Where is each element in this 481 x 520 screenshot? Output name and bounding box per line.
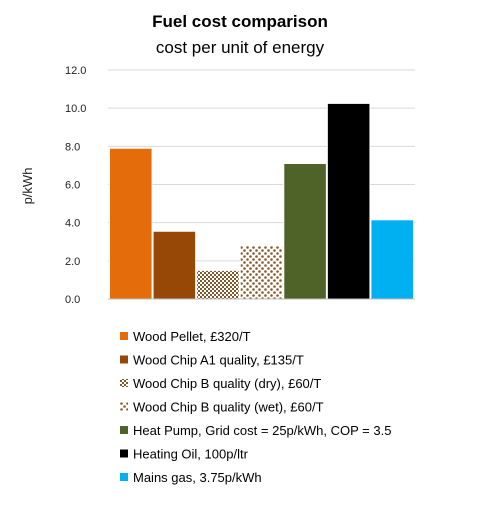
chart-title: Fuel cost comparison	[152, 12, 328, 31]
legend-label: Wood Chip B quality (wet), £60/T	[133, 400, 324, 415]
legend-swatch	[120, 449, 128, 458]
bar	[283, 163, 327, 300]
y-tick-label: 2.0	[65, 256, 80, 268]
legend-label: Mains gas, 3.75p/kWh	[133, 470, 262, 485]
bars	[109, 102, 414, 300]
y-axis-label: p/kWh	[20, 168, 35, 205]
bar	[370, 219, 414, 300]
legend-swatch	[120, 426, 128, 434]
y-tick-label: 12.0	[65, 65, 86, 77]
bar	[109, 147, 153, 300]
y-tick-label: 8.0	[65, 141, 80, 153]
legend: Wood Pellet, £320/T Wood Chip A1 quality,…	[120, 329, 391, 485]
legend-swatch	[120, 379, 128, 387]
y-tick-label: 6.0	[65, 180, 80, 192]
legend-swatch	[120, 402, 128, 411]
bar	[152, 230, 197, 300]
legend-swatch	[120, 473, 128, 481]
bar	[239, 245, 284, 300]
legend-label: Heat Pump, Grid cost = 25p/kWh, COP = 3.…	[133, 423, 391, 438]
y-tick-label: 4.0	[65, 218, 80, 230]
legend-label: Wood Pellet, £320/T	[133, 329, 251, 344]
legend-label: Heating Oil, 100p/ltr	[133, 447, 249, 462]
y-tick-label: 0.0	[65, 294, 80, 306]
legend-swatch	[120, 355, 128, 364]
y-axis-ticks: 0.0 2.0 4.0 6.0 8.0 10.0 12.0	[65, 65, 86, 306]
chart-subtitle: cost per unit of energy	[156, 38, 325, 57]
legend-label: Wood Chip A1 quality, £135/T	[133, 353, 304, 368]
legend-label: Wood Chip B quality (dry), £60/T	[133, 376, 321, 391]
y-tick-label: 10.0	[65, 103, 86, 115]
legend-swatch	[120, 332, 128, 340]
bar	[326, 102, 371, 300]
bar	[196, 269, 240, 300]
